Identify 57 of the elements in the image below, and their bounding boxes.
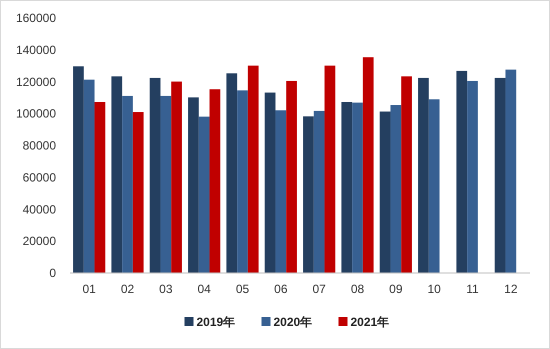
bar [171, 82, 182, 273]
bar [248, 66, 259, 273]
bar [352, 102, 363, 273]
bar [494, 78, 506, 273]
y-tick-label: 80000 [22, 138, 56, 152]
x-tick-label: 01 [82, 282, 96, 296]
legend-label: 2021年 [350, 315, 390, 329]
bar [286, 80, 297, 273]
y-tick-label: 140000 [16, 42, 56, 57]
bar [160, 96, 172, 273]
x-tick-label: 05 [236, 282, 250, 296]
y-tick-label: 0 [49, 266, 56, 280]
x-tick-label: 02 [120, 282, 134, 296]
bar [380, 112, 390, 273]
x-tick-label: 08 [350, 282, 364, 296]
bar [303, 116, 314, 273]
bar [401, 76, 412, 273]
bar [314, 110, 325, 273]
bar [188, 97, 199, 273]
bar [111, 76, 122, 273]
bar [73, 66, 84, 273]
bar [210, 89, 220, 273]
bar [390, 105, 402, 273]
y-tick-label: 60000 [22, 170, 56, 184]
x-tick-label: 06 [274, 282, 288, 296]
x-tick-label: 09 [389, 282, 403, 296]
x-tick-label: 12 [504, 282, 518, 296]
bar [418, 78, 429, 273]
bar [456, 70, 468, 273]
bar [226, 73, 238, 273]
bar [505, 70, 516, 273]
bar [198, 116, 210, 273]
legend-label: 2020年 [274, 315, 312, 329]
bar [467, 80, 478, 273]
y-tick-label: 160000 [16, 11, 56, 25]
y-tick-label: 120000 [16, 74, 56, 89]
bar [264, 92, 276, 273]
bar [324, 66, 336, 273]
x-tick-label: 07 [312, 282, 326, 296]
bar [237, 90, 248, 273]
bar [94, 102, 106, 273]
y-tick-label: 40000 [22, 202, 56, 216]
x-tick-label: 04 [197, 282, 212, 296]
y-tick-label: 20000 [22, 234, 56, 248]
bar [84, 80, 95, 273]
bar [122, 96, 133, 273]
legend-label: 2019年 [196, 315, 236, 329]
x-tick-label: 10 [427, 282, 442, 296]
bar [428, 99, 440, 273]
y-tick-label: 100000 [16, 106, 56, 121]
bar [132, 112, 144, 273]
bar [362, 57, 374, 273]
bar [275, 110, 286, 273]
bar [150, 78, 160, 273]
bar [341, 102, 352, 273]
x-tick-label: 11 [466, 282, 480, 296]
x-tick-label: 03 [159, 282, 173, 296]
